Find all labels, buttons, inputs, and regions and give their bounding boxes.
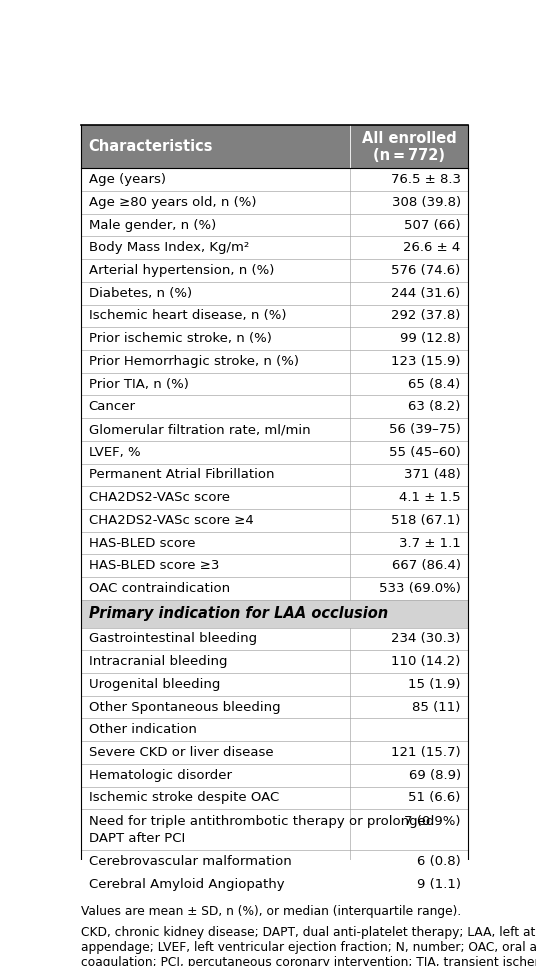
Bar (81, 696, 468, 719)
Text: Severe CKD or liver disease: Severe CKD or liver disease (88, 746, 273, 759)
Bar (81, 577, 468, 600)
Bar (81, 764, 468, 786)
Text: 110 (14.2): 110 (14.2) (391, 655, 461, 668)
Bar (81, 486, 468, 509)
Bar (81, 168, 468, 191)
Text: CHA2DS2-VASc score ≥4: CHA2DS2-VASc score ≥4 (88, 514, 254, 526)
Text: Diabetes, n (%): Diabetes, n (%) (88, 287, 192, 299)
Text: 56 (39–75): 56 (39–75) (389, 423, 461, 436)
Text: Gastrointestinal bleeding: Gastrointestinal bleeding (88, 633, 257, 645)
Text: 121 (15.7): 121 (15.7) (391, 746, 461, 759)
Text: 26.6 ± 4: 26.6 ± 4 (404, 242, 461, 254)
Bar (81, 554, 468, 577)
Text: CKD, chronic kidney disease; DAPT, dual anti-platelet therapy; LAA, left atrial
: CKD, chronic kidney disease; DAPT, dual … (81, 926, 536, 966)
Text: HAS-BLED score: HAS-BLED score (88, 536, 195, 550)
Text: Permanent Atrial Fibrillation: Permanent Atrial Fibrillation (88, 469, 274, 481)
Text: 507 (66): 507 (66) (404, 218, 461, 232)
Text: Cancer: Cancer (88, 400, 136, 413)
Text: Cerebrovascular malformation: Cerebrovascular malformation (88, 855, 292, 868)
Text: Ischemic heart disease, n (%): Ischemic heart disease, n (%) (88, 309, 286, 323)
Text: 244 (31.6): 244 (31.6) (391, 287, 461, 299)
Bar (81, 350, 468, 373)
Text: 7 (0.9%): 7 (0.9%) (404, 814, 461, 828)
Text: OAC contraindication: OAC contraindication (88, 582, 230, 595)
Text: CHA2DS2-VASc score: CHA2DS2-VASc score (88, 491, 230, 504)
Text: 63 (8.2): 63 (8.2) (408, 400, 461, 413)
Text: Intracranial bleeding: Intracranial bleeding (88, 655, 227, 668)
Bar (81, 237, 468, 259)
Text: All enrolled
(n = 772): All enrolled (n = 772) (362, 130, 457, 163)
Bar (81, 440, 468, 464)
Text: 518 (67.1): 518 (67.1) (391, 514, 461, 526)
Text: Prior ischemic stroke, n (%): Prior ischemic stroke, n (%) (88, 332, 272, 345)
Bar (81, 850, 468, 873)
Text: HAS-BLED score ≥3: HAS-BLED score ≥3 (88, 559, 219, 572)
Text: Primary indication for LAA occlusion: Primary indication for LAA occlusion (88, 607, 388, 621)
Bar (81, 282, 468, 304)
Text: 123 (15.9): 123 (15.9) (391, 355, 461, 368)
Text: 6 (0.8): 6 (0.8) (417, 855, 461, 868)
Text: Male gender, n (%): Male gender, n (%) (88, 218, 216, 232)
Text: 9 (1.1): 9 (1.1) (416, 878, 461, 891)
Bar (81, 213, 468, 237)
Text: 69 (8.9): 69 (8.9) (408, 769, 461, 781)
Bar (81, 741, 468, 764)
Text: Cerebral Amyloid Angiopathy: Cerebral Amyloid Angiopathy (88, 878, 284, 891)
Text: 308 (39.8): 308 (39.8) (392, 196, 461, 209)
Bar (81, 719, 468, 741)
Text: 533 (69.0%): 533 (69.0%) (379, 582, 461, 595)
Text: LVEF, %: LVEF, % (88, 445, 140, 459)
Text: 3.7 ± 1.1: 3.7 ± 1.1 (399, 536, 461, 550)
Text: 15 (1.9): 15 (1.9) (408, 678, 461, 691)
Text: 51 (6.6): 51 (6.6) (408, 791, 461, 805)
Text: 576 (74.6): 576 (74.6) (391, 264, 461, 277)
Text: 292 (37.8): 292 (37.8) (391, 309, 461, 323)
Bar (81, 873, 468, 895)
Bar (81, 395, 468, 418)
Text: Characteristics: Characteristics (88, 139, 213, 155)
Text: Urogenital bleeding: Urogenital bleeding (88, 678, 220, 691)
Bar (81, 531, 468, 554)
Text: Prior TIA, n (%): Prior TIA, n (%) (88, 378, 189, 390)
Bar (81, 191, 468, 213)
Text: 85 (11): 85 (11) (412, 700, 461, 714)
Text: 371 (48): 371 (48) (404, 469, 461, 481)
Text: 55 (45–60): 55 (45–60) (389, 445, 461, 459)
Bar (81, 373, 468, 395)
Bar (81, 304, 468, 327)
Text: Other indication: Other indication (88, 724, 197, 736)
Text: Age (years): Age (years) (88, 173, 166, 186)
Text: 667 (86.4): 667 (86.4) (392, 559, 461, 572)
Text: 4.1 ± 1.5: 4.1 ± 1.5 (399, 491, 461, 504)
Bar (81, 327, 468, 350)
Text: Prior Hemorrhagic stroke, n (%): Prior Hemorrhagic stroke, n (%) (88, 355, 299, 368)
Bar (81, 650, 468, 673)
Text: 76.5 ± 8.3: 76.5 ± 8.3 (391, 173, 461, 186)
Text: Arterial hypertension, n (%): Arterial hypertension, n (%) (88, 264, 274, 277)
Bar (81, 418, 468, 440)
Bar (81, 628, 468, 650)
Text: Values are mean ± SD, n (%), or median (interquartile range).: Values are mean ± SD, n (%), or median (… (81, 905, 461, 918)
Text: Glomerular filtration rate, ml/min: Glomerular filtration rate, ml/min (88, 423, 310, 436)
Text: 65 (8.4): 65 (8.4) (408, 378, 461, 390)
Bar (81, 810, 468, 850)
Bar (81, 786, 468, 810)
Bar (81, 464, 468, 486)
Bar (81, 126, 468, 168)
Text: Body Mass Index, Kg/m²: Body Mass Index, Kg/m² (88, 242, 249, 254)
Text: 99 (12.8): 99 (12.8) (400, 332, 461, 345)
Bar (81, 509, 468, 531)
Bar (81, 600, 468, 628)
Text: 234 (30.3): 234 (30.3) (391, 633, 461, 645)
Text: Need for triple antithrombotic therapy or prolonged
DAPT after PCI: Need for triple antithrombotic therapy o… (88, 814, 434, 844)
Bar (81, 259, 468, 282)
Text: Ischemic stroke despite OAC: Ischemic stroke despite OAC (88, 791, 279, 805)
Text: Hematologic disorder: Hematologic disorder (88, 769, 232, 781)
Text: Age ≥80 years old, n (%): Age ≥80 years old, n (%) (88, 196, 256, 209)
Text: Other Spontaneous bleeding: Other Spontaneous bleeding (88, 700, 280, 714)
Bar (81, 673, 468, 696)
